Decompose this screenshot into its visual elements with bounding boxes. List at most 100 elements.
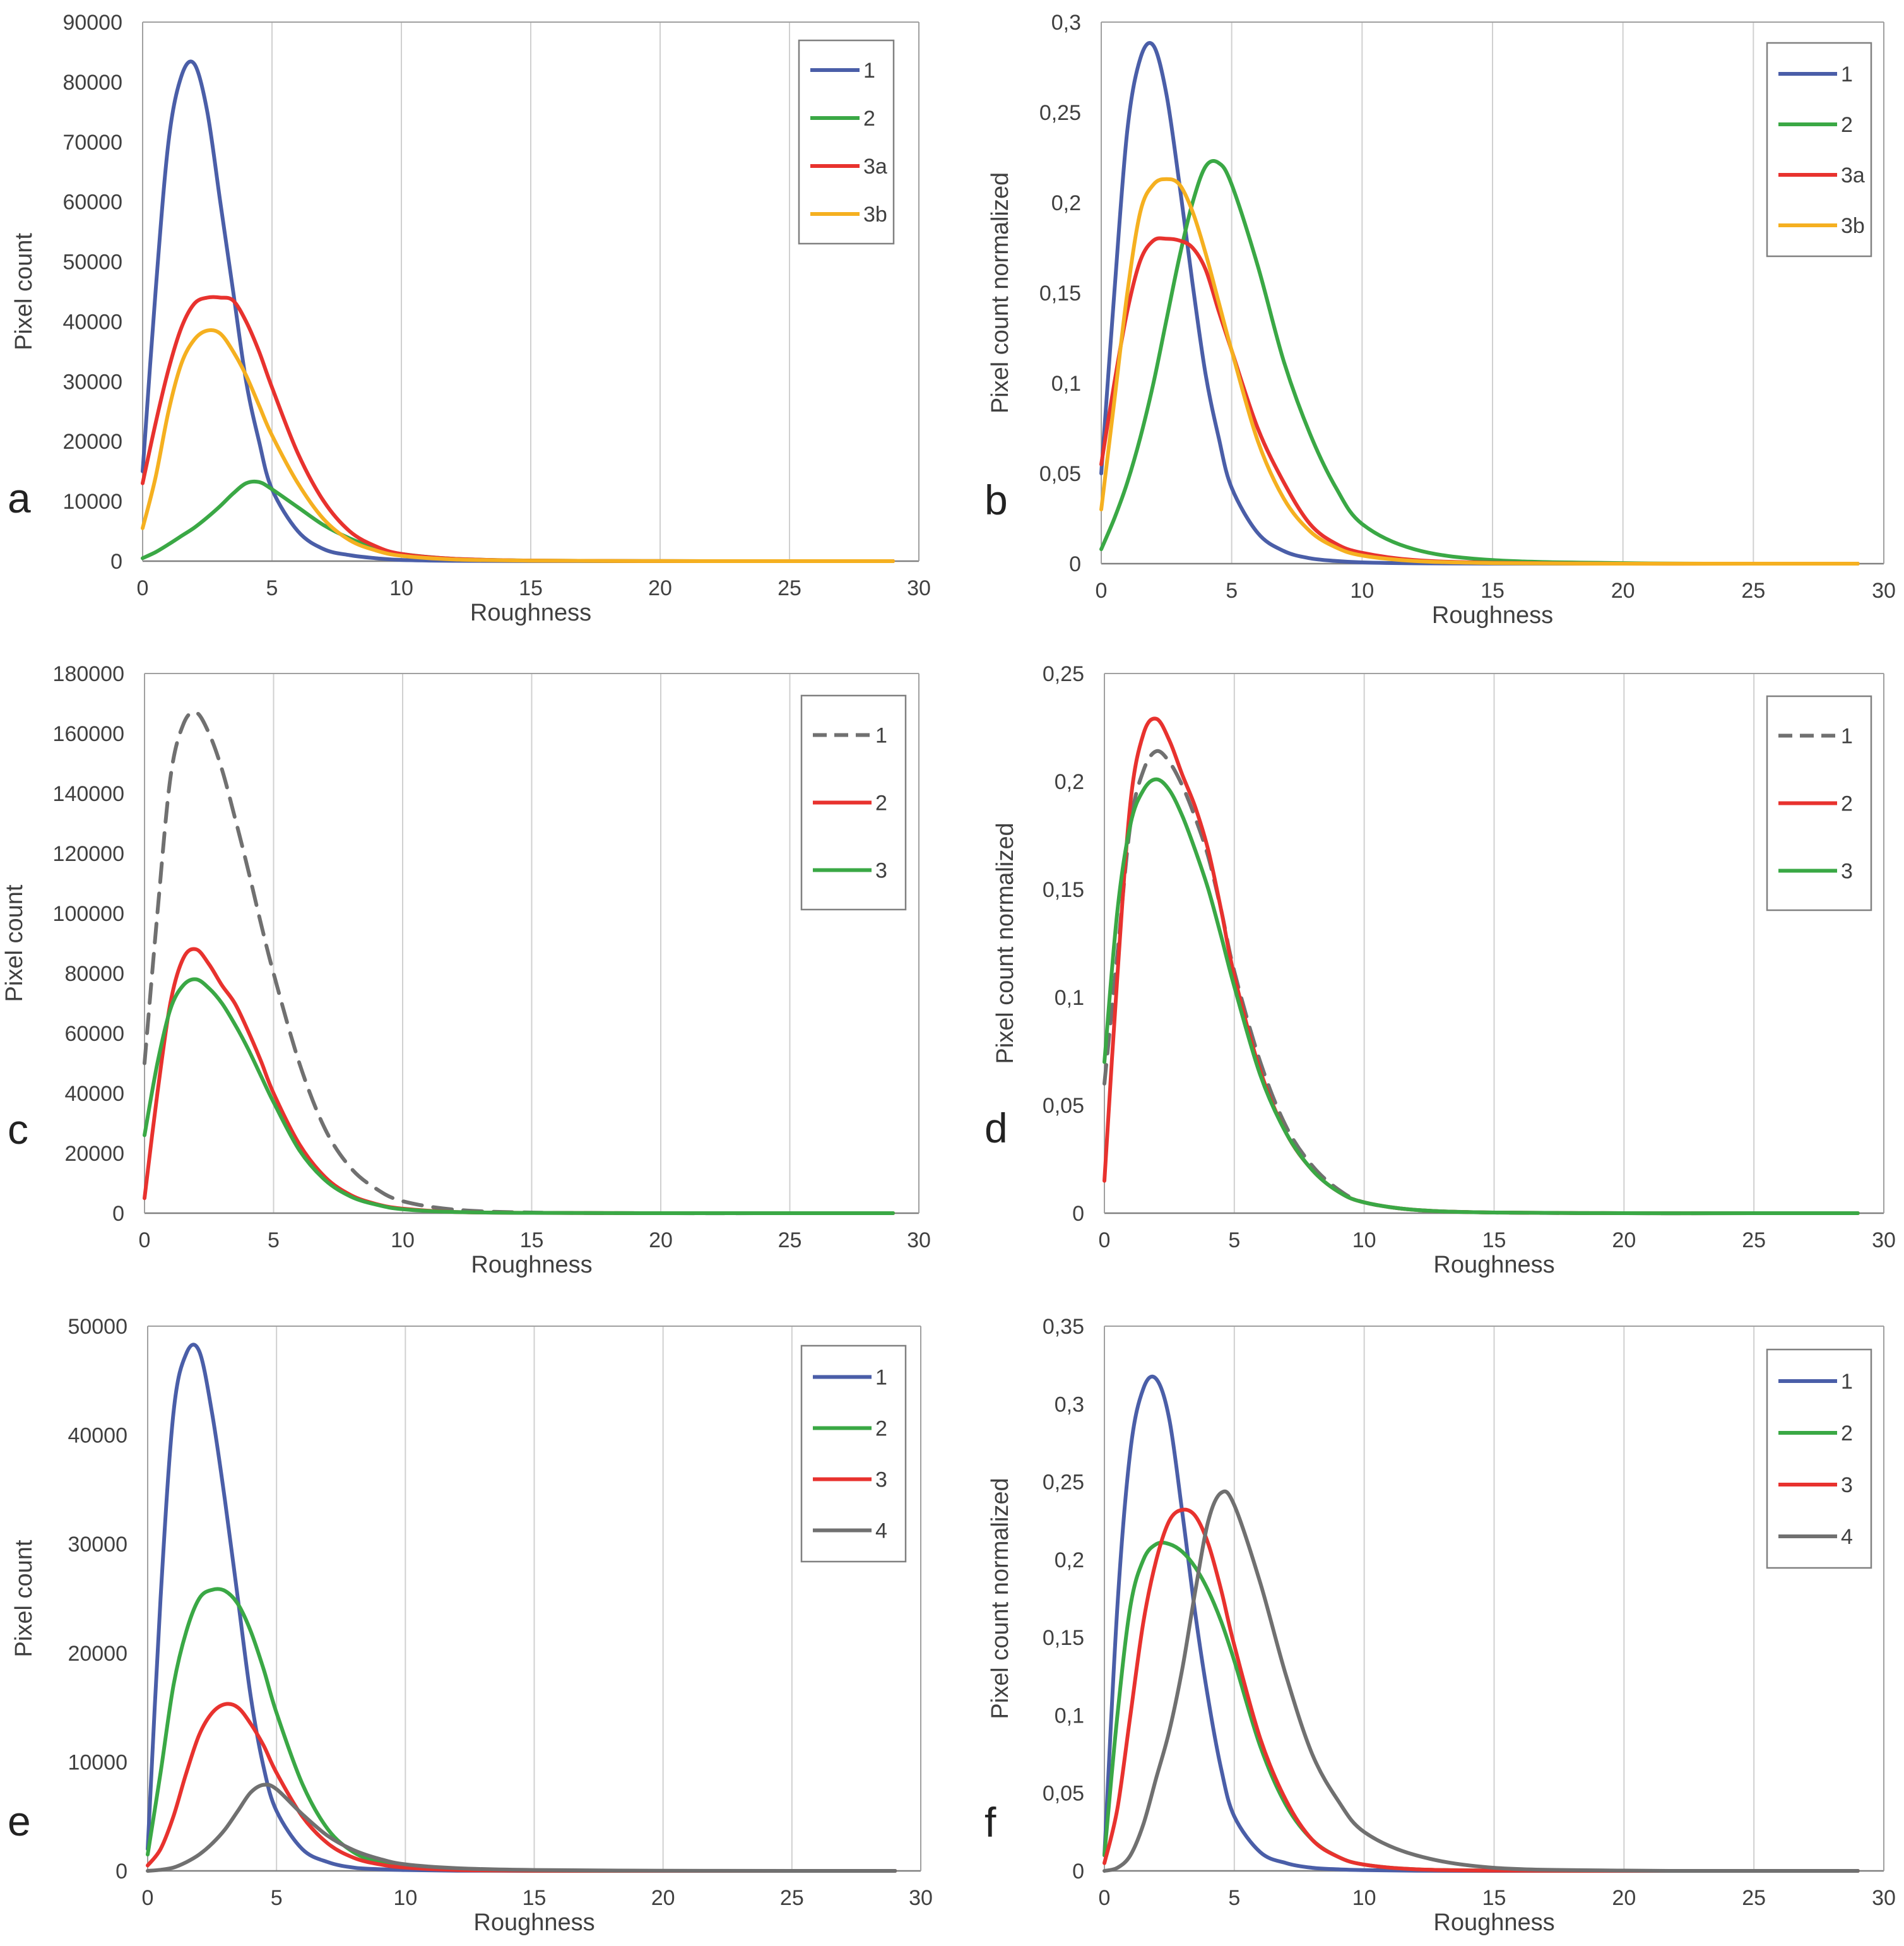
x-tick-label: 0 xyxy=(1099,1228,1111,1252)
legend-box xyxy=(1766,42,1872,258)
legend-label: 1 xyxy=(863,59,875,83)
y-axis-label: Pixel count xyxy=(1,884,28,1002)
x-tick-label: 0 xyxy=(1099,1886,1111,1910)
y-axis-label: Pixel count normalized xyxy=(992,822,1019,1064)
x-tick-label: 0 xyxy=(139,1228,151,1252)
chart-panel-d: 0 5 10 15 20 25 30 0 0,05 0,1 0,15 0,2 0,25 Roughness… xyxy=(985,662,1896,1278)
series-line-2 xyxy=(141,479,895,564)
y-tick-label: 0,1 xyxy=(1051,372,1081,396)
series-line-1 xyxy=(143,710,896,1216)
x-tick-label: 10 xyxy=(393,1886,417,1910)
series-line-1 xyxy=(1103,1374,1860,1873)
x-tick-label: 5 xyxy=(266,576,278,600)
y-tick-label: 80000 xyxy=(62,71,122,95)
y-tick-label: 0,25 xyxy=(1039,101,1081,125)
series-line-3 xyxy=(1103,777,1860,1216)
x-tick-label: 25 xyxy=(778,1228,802,1252)
legend-label: 2 xyxy=(1841,792,1853,816)
y-tick-label: 60000 xyxy=(62,191,122,215)
chart-panel-b: 0 5 10 15 20 25 30 0 0,05 0,1 0,15 0,2 0,25 0,3 Roughn… xyxy=(985,11,1896,629)
legend-label: 3 xyxy=(875,1468,887,1492)
legend-label: 2 xyxy=(875,792,887,816)
x-tick-label: 30 xyxy=(907,576,931,600)
y-tick-label: 0 xyxy=(1072,1202,1084,1226)
x-tick-label: 15 xyxy=(523,1886,547,1910)
series-line-1 xyxy=(141,59,895,564)
x-tick-label: 15 xyxy=(519,576,543,600)
panel-letter: a xyxy=(8,475,31,521)
y-tick-label: 20000 xyxy=(68,1642,127,1666)
y-tick-label: 10000 xyxy=(62,490,122,514)
x-tick-label: 10 xyxy=(1350,579,1374,603)
x-axis-label: Roughness xyxy=(1433,1252,1554,1278)
y-tick-label: 0,35 xyxy=(1043,1315,1084,1339)
legend-label: 2 xyxy=(1841,1421,1853,1445)
legend-label: 3a xyxy=(1841,163,1865,187)
y-axis-label: Pixel count xyxy=(11,233,37,350)
x-tick-label: 5 xyxy=(271,1886,283,1910)
y-tick-label: 180000 xyxy=(53,662,124,686)
x-tick-label: 20 xyxy=(1612,1886,1636,1910)
series-line-4 xyxy=(1103,1489,1860,1873)
panel-letter: c xyxy=(8,1106,28,1153)
series-line-2 xyxy=(146,1587,897,1873)
legend: 1 2 3a 3b xyxy=(1766,42,1872,258)
y-tick-label: 70000 xyxy=(62,131,122,155)
legend-label: 4 xyxy=(875,1519,887,1543)
panel-letter: f xyxy=(985,1799,996,1846)
x-tick-label: 15 xyxy=(1481,579,1505,603)
x-axis-label: Roughness xyxy=(1432,602,1553,629)
legend-box xyxy=(800,1344,907,1563)
series-line-2 xyxy=(1103,1540,1860,1873)
y-tick-label: 0,3 xyxy=(1051,11,1081,35)
legend-label: 1 xyxy=(1841,1370,1853,1394)
y-tick-label: 30000 xyxy=(68,1533,127,1557)
legend-label: 3 xyxy=(1841,860,1853,884)
y-tick-label: 0,2 xyxy=(1055,770,1084,794)
x-tick-label: 20 xyxy=(649,1228,673,1252)
legend-box xyxy=(798,39,895,245)
x-axis-label: Roughness xyxy=(1433,1909,1554,1936)
y-tick-label: 0,25 xyxy=(1043,662,1084,686)
legend: 1 2 3 4 xyxy=(800,1344,907,1563)
legend: 1 2 3 4 xyxy=(1766,1348,1872,1569)
y-tick-label: 0,25 xyxy=(1043,1471,1084,1495)
x-tick-label: 0 xyxy=(142,1886,154,1910)
legend: 1 2 3 xyxy=(1766,695,1872,911)
legend-label: 3 xyxy=(1841,1473,1853,1497)
x-tick-label: 5 xyxy=(1228,1228,1240,1252)
y-tick-label: 0 xyxy=(115,1860,127,1884)
y-tick-label: 160000 xyxy=(53,722,124,746)
series-line-1 xyxy=(146,1343,897,1873)
chart-panel-c: 0 5 10 15 20 25 30 0 20000 40000 60000 80000 100000 1… xyxy=(1,662,931,1278)
panel-letter: b xyxy=(985,477,1008,523)
y-axis-label: Pixel count normalized xyxy=(987,172,1014,413)
y-axis-label: Pixel count normalized xyxy=(987,1478,1014,1719)
y-tick-label: 140000 xyxy=(53,782,124,806)
x-tick-label: 25 xyxy=(1742,1228,1766,1252)
series-line-3b xyxy=(1099,177,1860,566)
series-line-3b xyxy=(141,328,895,564)
legend-label: 1 xyxy=(1841,725,1853,749)
x-tick-label: 10 xyxy=(1352,1886,1376,1910)
x-tick-label: 25 xyxy=(780,1886,804,1910)
panel-letter: e xyxy=(8,1798,31,1844)
y-tick-label: 60000 xyxy=(64,1022,124,1046)
x-tick-label: 20 xyxy=(651,1886,675,1910)
y-axis-label: Pixel count xyxy=(11,1540,37,1657)
y-tick-label: 0,3 xyxy=(1055,1392,1084,1416)
x-axis-label: Roughness xyxy=(471,1252,592,1278)
legend-label: 4 xyxy=(1841,1525,1853,1549)
x-tick-label: 10 xyxy=(391,1228,415,1252)
x-tick-label: 25 xyxy=(1741,579,1765,603)
x-tick-label: 5 xyxy=(268,1228,280,1252)
y-tick-label: 80000 xyxy=(64,962,124,986)
legend-label: 3b xyxy=(1841,214,1865,238)
x-tick-label: 30 xyxy=(1872,1228,1896,1252)
legend: 1 2 3a 3b xyxy=(798,39,895,245)
y-tick-label: 0,15 xyxy=(1039,282,1081,306)
y-tick-label: 40000 xyxy=(62,310,122,334)
legend-label: 2 xyxy=(1841,113,1853,137)
y-tick-label: 0,2 xyxy=(1055,1548,1084,1572)
